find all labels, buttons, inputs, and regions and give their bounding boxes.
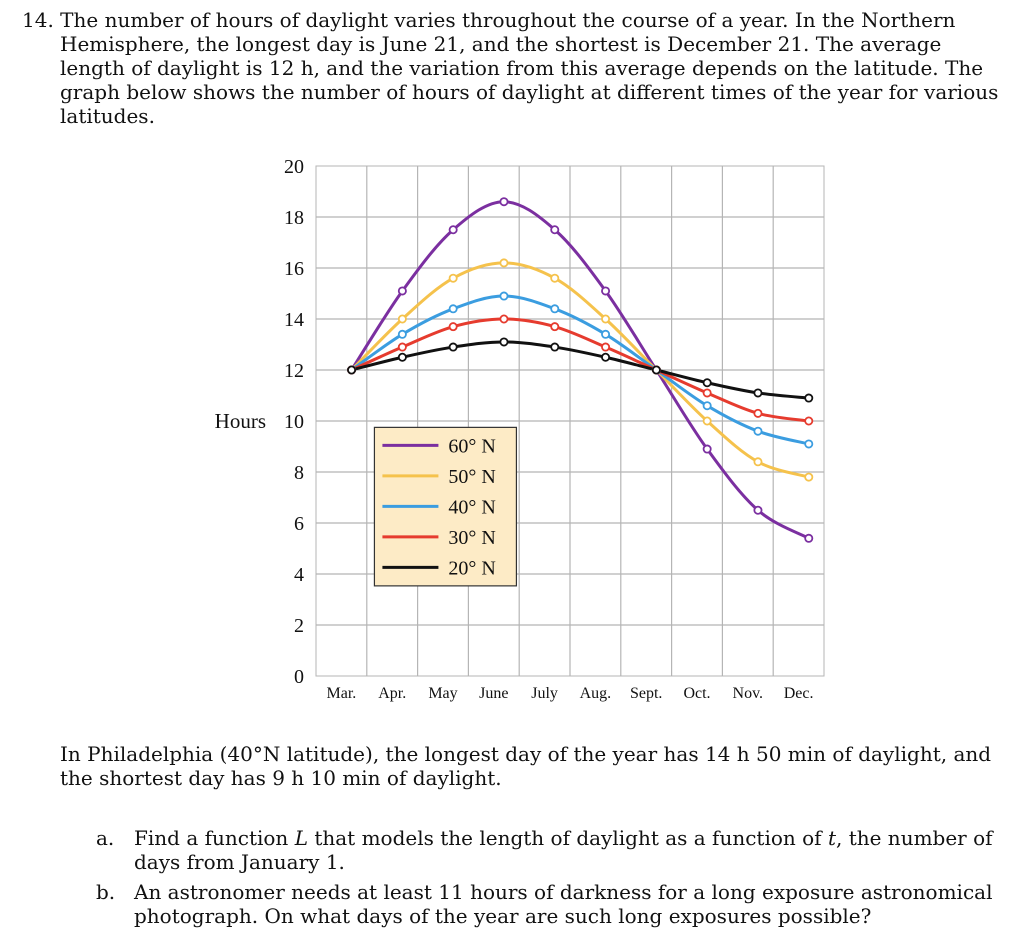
series-line-60n <box>350 200 810 540</box>
part-b: b. An astronomer needs at least 11 hours… <box>96 880 993 928</box>
question-intro-text: The number of hours of daylight varies t… <box>60 8 999 128</box>
part-a-letter: a. <box>96 826 115 850</box>
variable-L: L <box>294 826 308 850</box>
variable-t: t <box>827 826 836 850</box>
x-tick-label: May <box>428 685 457 702</box>
daylight-chart: 0 2 4 6 8 10 12 14 16 18 20 Hours Mar. Apr. May June Jul… <box>215 156 825 702</box>
y-tick-label: 12 <box>284 360 304 382</box>
question-intro: 14. The number of hours of daylight vari… <box>22 8 1012 128</box>
x-tick-label: Aug. <box>580 685 612 702</box>
part-b-letter: b. <box>96 880 116 904</box>
x-tick-label: Dec. <box>784 685 814 702</box>
data-point-20n <box>702 378 712 388</box>
x-tick-label: Apr. <box>378 685 406 702</box>
data-point-30n <box>550 322 560 332</box>
data-point-30n <box>397 342 407 352</box>
data-point-20n <box>804 393 814 403</box>
data-point-60n <box>550 225 560 235</box>
y-tick-label: 16 <box>284 258 304 280</box>
y-tick-label: 14 <box>284 309 304 331</box>
data-point-30n <box>499 314 509 324</box>
y-tick-label: 0 <box>294 666 304 688</box>
legend-label: 60° N <box>448 435 495 457</box>
x-tick-label: June <box>479 685 508 702</box>
series-line-20n <box>351 340 809 400</box>
data-point-30n <box>804 416 814 426</box>
data-point-50n <box>753 457 763 467</box>
data-point-30n <box>601 342 611 352</box>
y-tick-label: 18 <box>284 207 304 229</box>
series-line-30n <box>350 317 809 423</box>
y-tick-label: 2 <box>294 615 304 637</box>
y-axis-label: Hours <box>215 409 266 433</box>
data-point-30n <box>753 408 763 418</box>
data-point-30n <box>448 322 458 332</box>
data-point-60n <box>499 197 509 207</box>
data-point-60n <box>804 533 814 543</box>
y-tick-label: 6 <box>294 513 304 535</box>
y-tick-label: 8 <box>294 462 304 484</box>
legend-label: 30° N <box>448 527 495 549</box>
question-number: 14. <box>22 8 54 32</box>
data-point-50n <box>448 273 458 283</box>
data-point-20n <box>601 352 611 362</box>
question-parts: a. Find a function L that models the len… <box>60 826 1010 934</box>
data-point-60n <box>397 286 407 296</box>
data-point-20n <box>550 342 560 352</box>
y-tick-label: 4 <box>294 564 304 586</box>
data-point-50n <box>550 273 560 283</box>
y-tick-label: 10 <box>284 411 304 433</box>
data-point-60n <box>448 225 458 235</box>
data-point-20n <box>397 352 407 362</box>
x-tick-label: Oct. <box>683 685 710 702</box>
x-tick-label: Mar. <box>327 685 357 702</box>
x-tick-label: Sept. <box>630 685 662 702</box>
data-point-40n <box>499 291 509 301</box>
data-point-60n <box>702 444 712 454</box>
x-tick-label: July <box>531 685 558 702</box>
data-point-20n <box>499 337 509 347</box>
data-point-20n <box>448 342 458 352</box>
data-point-20n <box>753 388 763 398</box>
data-point-40n <box>601 329 611 339</box>
data-point-40n <box>753 426 763 436</box>
data-point-50n <box>397 314 407 324</box>
data-point-60n <box>601 286 611 296</box>
data-point-40n <box>448 304 458 314</box>
philadelphia-paragraph: In Philadelphia (40°N latitude), the lon… <box>60 742 992 790</box>
data-point-60n <box>753 505 763 515</box>
data-point-40n <box>550 304 560 314</box>
data-point-40n <box>702 401 712 411</box>
part-a: a. Find a function L that models the len… <box>96 826 993 874</box>
legend-label: 50° N <box>448 466 495 488</box>
data-point-40n <box>397 329 407 339</box>
data-point-50n <box>601 314 611 324</box>
legend-label: 20° N <box>448 557 495 579</box>
data-point-50n <box>702 416 712 426</box>
y-tick-label: 20 <box>284 156 304 178</box>
data-point-50n <box>804 472 814 482</box>
data-point-20n <box>651 365 661 375</box>
data-point-20n <box>347 365 357 375</box>
data-point-30n <box>702 388 712 398</box>
series-line-50n <box>350 261 810 479</box>
x-tick-label: Nov. <box>733 685 764 702</box>
series-line-40n <box>350 294 810 446</box>
data-point-40n <box>804 439 814 449</box>
data-point-50n <box>499 258 509 268</box>
legend-label: 40° N <box>448 496 495 518</box>
